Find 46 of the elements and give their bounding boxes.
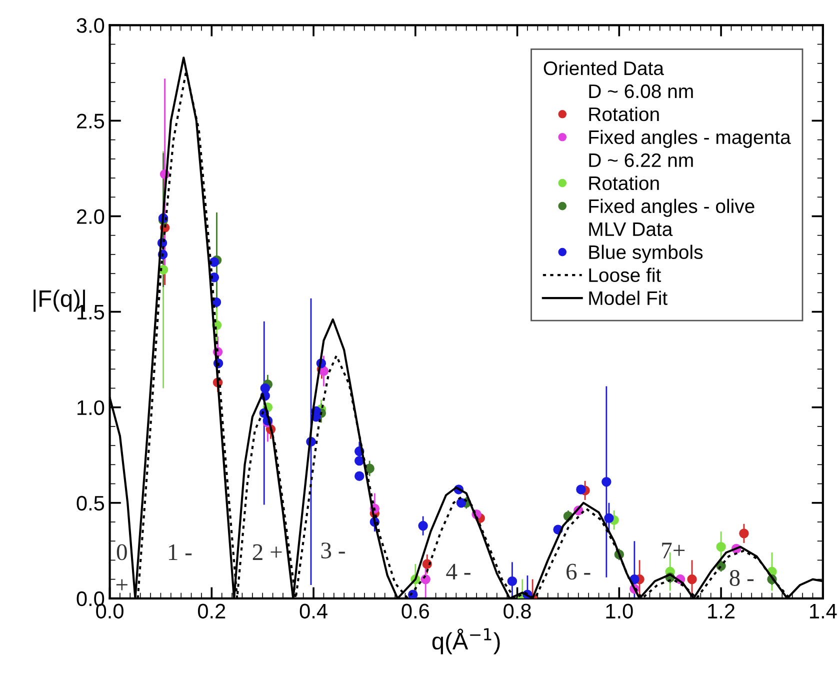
- legend-label: Model Fit: [589, 290, 668, 306]
- point: [418, 520, 428, 531]
- y-tick-label: 3.0: [76, 18, 104, 33]
- annotation: MLV Data: [589, 222, 673, 236]
- annotation: 1 -: [168, 544, 192, 560]
- x-tick-label: 1.2: [708, 604, 734, 618]
- x-tick-label: 1.4: [810, 604, 837, 618]
- annotation: +: [116, 579, 128, 590]
- legend-label: Rotation: [589, 176, 659, 190]
- annotation: 6 -: [566, 564, 590, 580]
- legend-label: Rotation: [589, 106, 659, 122]
- legend-label: Fixed angles - olive: [589, 198, 754, 217]
- point: [739, 528, 749, 538]
- point: [354, 456, 364, 466]
- y-tick-label: 2.5: [77, 114, 104, 128]
- annotation: 2 +: [252, 544, 282, 560]
- point: [507, 576, 518, 586]
- legend-label: Fixed angles - magenta: [589, 130, 791, 148]
- x-tick-label: 0.8: [504, 604, 531, 619]
- point: [260, 383, 270, 394]
- annotation: 3 -: [321, 542, 345, 558]
- point: [209, 257, 220, 267]
- annotation: D ~ 6.22 nm: [589, 153, 693, 168]
- annotation: D ~ 6.08 nm: [589, 84, 693, 98]
- point: [602, 476, 612, 487]
- point: [576, 484, 586, 494]
- point: [354, 471, 364, 481]
- annotation: 7+: [662, 542, 685, 558]
- y-tick-label: 0.5: [76, 496, 104, 511]
- point: [716, 542, 726, 552]
- x-tick-label: 1.0: [606, 604, 633, 619]
- annotation: 4 -: [446, 564, 470, 580]
- annotation: 0: [116, 544, 127, 560]
- legend-label: Blue symbols: [589, 244, 703, 263]
- legend-title: Oriented Data: [544, 60, 664, 76]
- y-tick-label: 2.0: [77, 209, 104, 224]
- x-axis-title: q(Å$^{−1}$): [432, 628, 500, 654]
- point: [604, 513, 614, 524]
- point: [456, 498, 466, 508]
- x-tick-label: 0.6: [402, 604, 429, 619]
- y-tick-label: 1.0: [78, 400, 104, 416]
- x-tick-label: 0.4: [300, 604, 328, 619]
- x-tick-label: 0.2: [198, 604, 226, 619]
- annotation: 8 -: [730, 570, 754, 586]
- legend-label: Loose fit: [589, 268, 662, 282]
- point: [687, 574, 697, 584]
